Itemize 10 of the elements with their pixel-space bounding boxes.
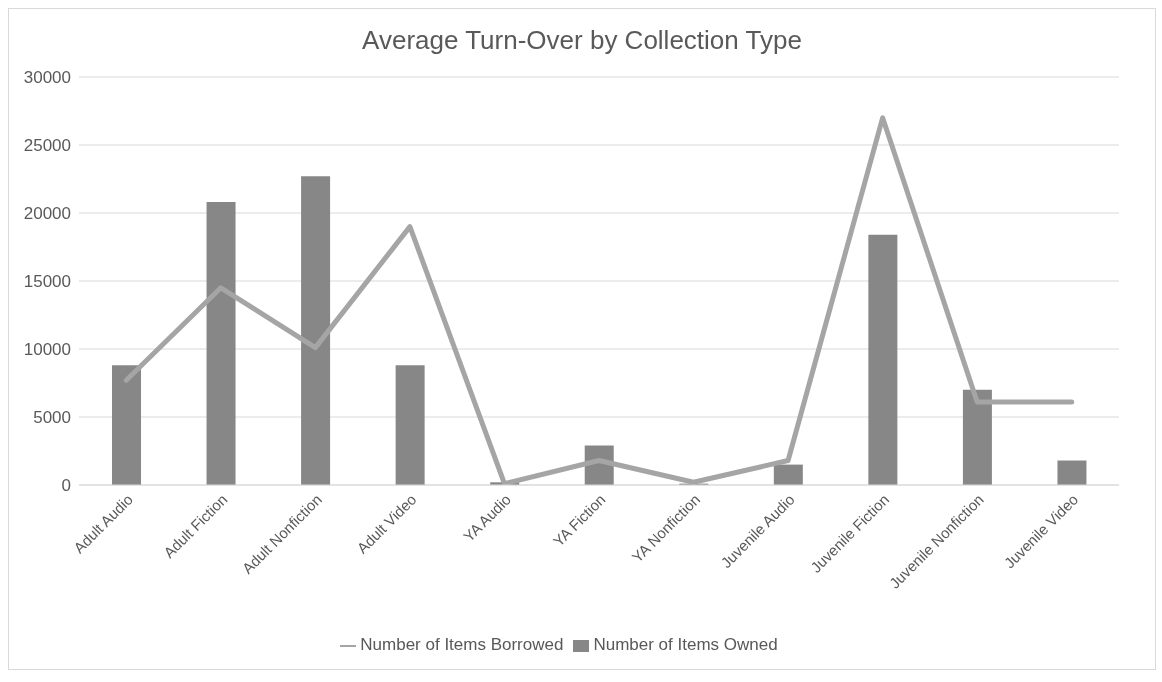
legend-label: Number of Items Owned bbox=[593, 635, 778, 654]
chart-title: Average Turn-Over by Collection Type bbox=[361, 25, 803, 57]
y-tick-label: 5000 bbox=[33, 408, 71, 428]
y-tick-label: 25000 bbox=[23, 136, 71, 156]
y-tick-label: 15000 bbox=[23, 272, 71, 292]
legend-label: Number of Items Borrowed bbox=[360, 635, 564, 654]
y-tick-label: 0 bbox=[61, 476, 71, 496]
y-tick-label: 30000 bbox=[23, 68, 71, 88]
y-tick-label: 10000 bbox=[23, 340, 71, 360]
y-tick-label: 20000 bbox=[23, 204, 71, 224]
